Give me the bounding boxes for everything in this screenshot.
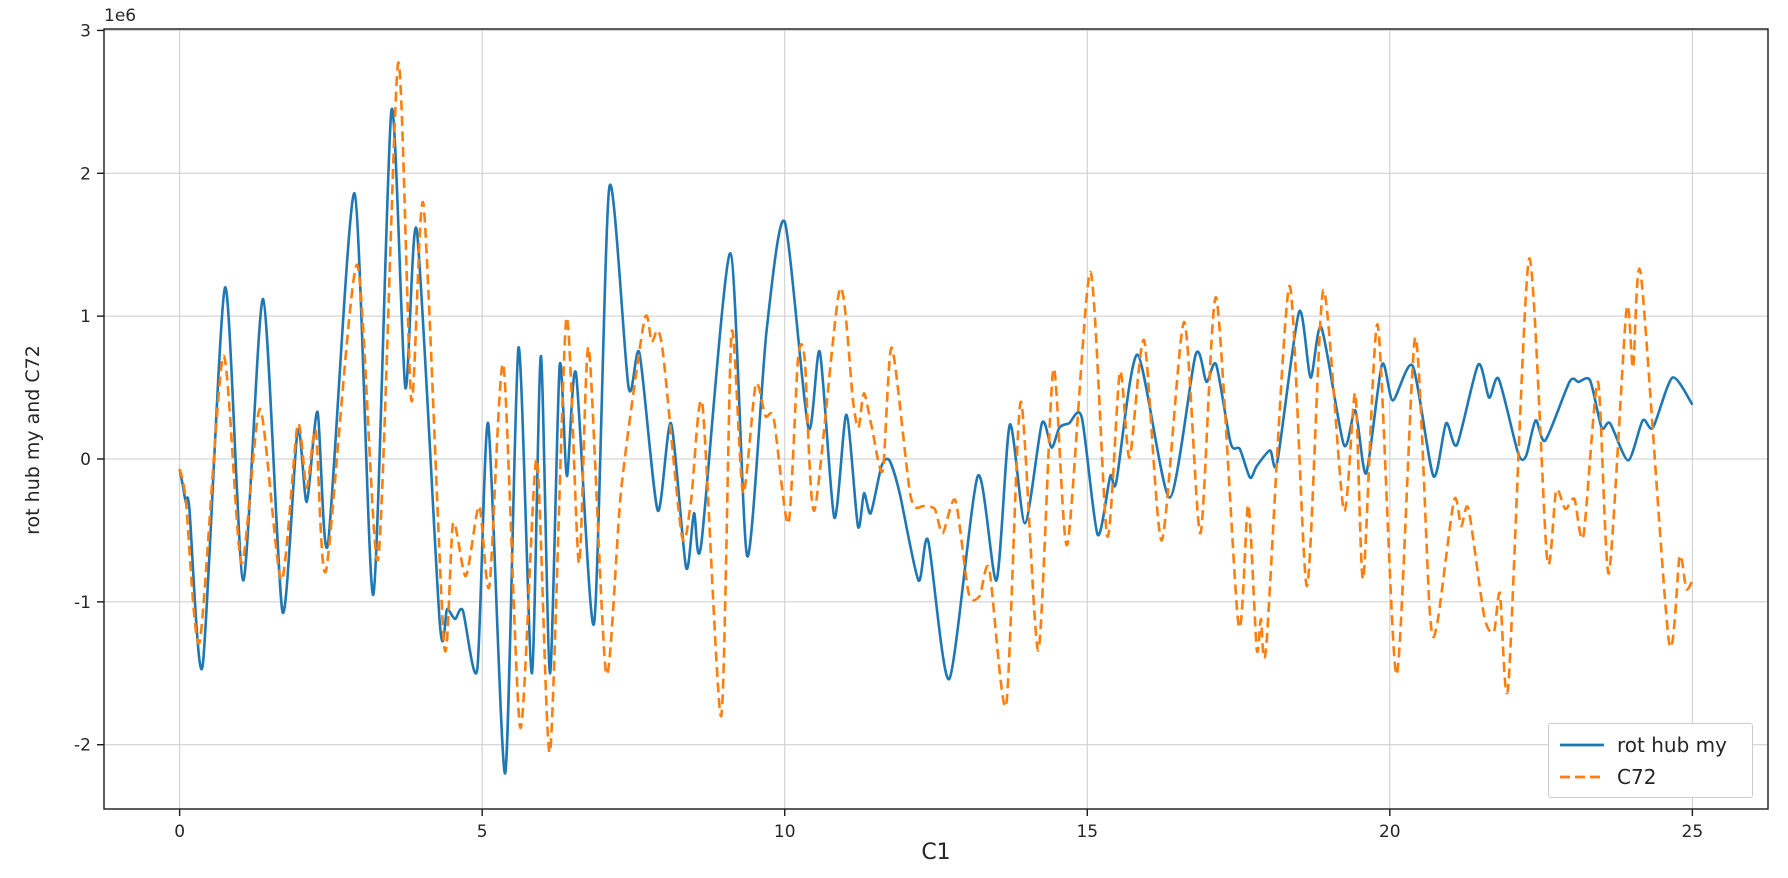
- x-tick-label: 20: [1379, 822, 1401, 842]
- x-tick-label: 25: [1682, 822, 1704, 842]
- y-tick-label: 1: [80, 307, 91, 327]
- x-tick-label: 15: [1076, 822, 1098, 842]
- y-tick-label: 2: [80, 164, 91, 184]
- y-tick-label: -1: [74, 593, 91, 613]
- x-tick-label: 5: [477, 822, 488, 842]
- legend-item-c72: C72: [1559, 764, 1752, 790]
- y-tick-label: 0: [80, 450, 91, 470]
- legend-label-rot-hub-my: rot hub my: [1617, 732, 1727, 757]
- x-tick-label: 10: [774, 822, 796, 842]
- legend-item-rot-hub-my: rot hub my: [1559, 732, 1752, 758]
- series-line-c72: [178, 61, 1694, 754]
- legend-label-c72: C72: [1617, 764, 1657, 789]
- y-axis-offset-text: 1e6: [104, 6, 137, 26]
- y-tick-label: -2: [74, 736, 91, 756]
- legend: rot hub my C72: [1548, 723, 1753, 798]
- axes-frame: [103, 28, 1769, 810]
- legend-line-solid-icon: [1560, 743, 1604, 746]
- y-tick-label: 3: [80, 21, 91, 41]
- series-line-rot-hub-my: [178, 107, 1694, 775]
- x-tick-label: 0: [174, 822, 185, 842]
- y-axis-label: rot hub my and C72: [22, 345, 44, 535]
- legend-line-dashed-icon: [1560, 775, 1604, 778]
- x-axis-label: C1: [921, 840, 951, 865]
